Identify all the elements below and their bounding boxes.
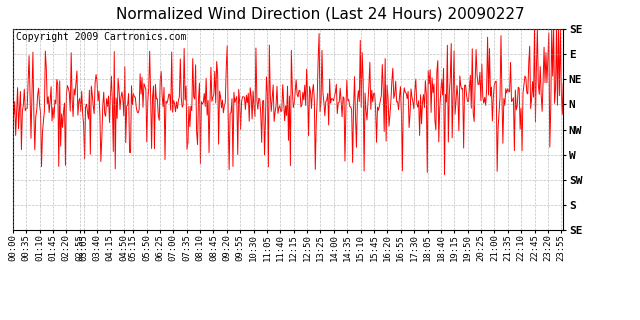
Text: Copyright 2009 Cartronics.com: Copyright 2009 Cartronics.com bbox=[15, 32, 186, 42]
Text: Normalized Wind Direction (Last 24 Hours) 20090227: Normalized Wind Direction (Last 24 Hours… bbox=[116, 6, 524, 21]
